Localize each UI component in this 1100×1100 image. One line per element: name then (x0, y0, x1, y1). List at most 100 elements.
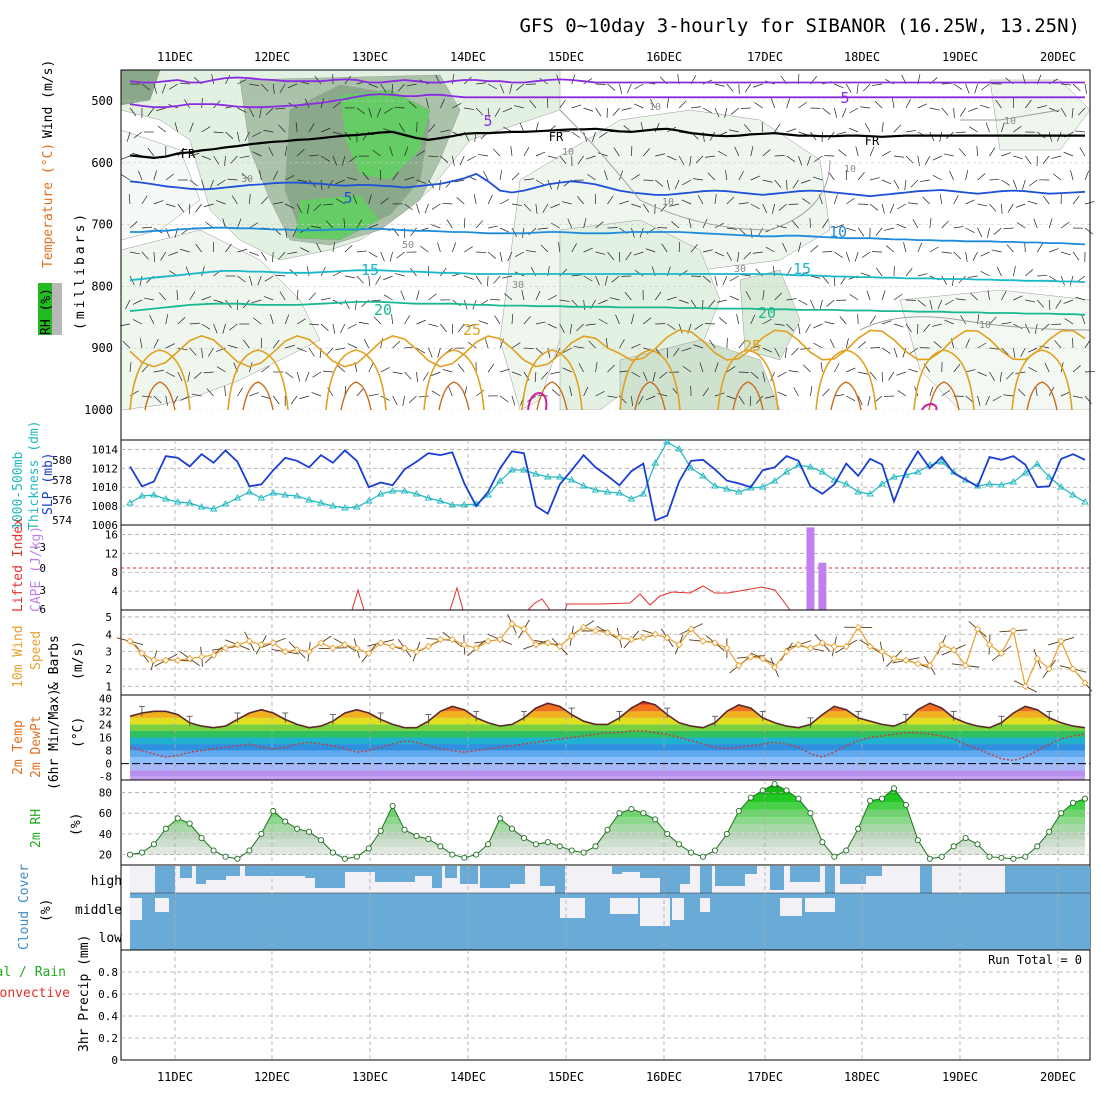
wind-barb (836, 131, 847, 135)
wind-tick: 1 (105, 680, 112, 693)
li-tick: 3 (39, 584, 46, 597)
wind-barb (380, 338, 383, 349)
wind-barb (881, 290, 886, 301)
wind-barb (177, 371, 183, 382)
wind-barb (583, 218, 587, 229)
wind-barb (717, 299, 727, 303)
wind-barb (132, 299, 143, 305)
thickness-point (293, 492, 301, 499)
wind-barb (216, 366, 226, 373)
wind-units-label: (m/s) (71, 641, 86, 680)
wind-barb (1084, 83, 1088, 94)
date-label: 17DEC (747, 1070, 783, 1084)
wind-barb (631, 145, 633, 157)
wind-barb (121, 174, 131, 181)
wind-barb (249, 251, 259, 256)
rh-point (341, 855, 348, 862)
wind-barb (854, 251, 859, 262)
wind-barb (1015, 203, 1026, 208)
rh2m-panel: 20 40 60 80 2m RH (%) (29, 779, 1091, 866)
wind-barb (726, 395, 737, 400)
rh-point (389, 802, 396, 809)
wind-barb (595, 390, 605, 397)
wind-barb (929, 246, 939, 253)
wind-barb (334, 347, 345, 351)
wind-barb (332, 323, 336, 334)
wind-barb (224, 386, 226, 397)
cloud-gap (700, 898, 710, 912)
wind-barb (968, 107, 978, 112)
wind-barb (1072, 337, 1074, 349)
precip-plot: 0 0.2 0.4 0.6 0.8 (98, 950, 1090, 1067)
isotherm-label: 5 (483, 112, 492, 130)
isotherm-label: 5 (840, 89, 849, 107)
thickness-point (711, 482, 719, 489)
wind-barb (798, 242, 802, 253)
wind-barb (195, 203, 202, 213)
wind-barb (249, 83, 260, 87)
wind-barb (654, 122, 660, 133)
wind-barb (571, 131, 581, 139)
wind-barb (1081, 314, 1086, 325)
wind-speed-point (699, 637, 707, 645)
wind-barb (977, 371, 987, 377)
thickness-tick: 574 (52, 514, 72, 527)
wind-speed-point (639, 634, 647, 642)
wind-barb (380, 83, 387, 93)
date-label: 12DEC (254, 1070, 290, 1084)
wind-barb (284, 371, 294, 379)
cloud-units-label: (%) (39, 899, 54, 922)
rh-point (317, 837, 325, 844)
wind-barb (499, 395, 509, 403)
wind-barb (404, 146, 409, 157)
warm-contour (732, 381, 764, 411)
isotherm--5 (129, 93, 1085, 109)
wind-barb (1034, 323, 1038, 334)
wind-barb (201, 266, 205, 277)
wind-speed-point (400, 644, 409, 652)
wind-tick: 5 (105, 611, 112, 624)
li-tick: 6 (39, 603, 46, 616)
rh-point (699, 853, 707, 860)
wind-barb (347, 177, 357, 181)
thickness-point (544, 473, 552, 480)
thickness-point (723, 485, 731, 492)
rh-point (604, 826, 611, 833)
thickness-point (436, 497, 445, 504)
wind-barb (932, 174, 942, 181)
wind-barb (619, 83, 623, 94)
rh-point (150, 841, 157, 848)
wind-barb (325, 220, 334, 229)
wind-speed-point (1069, 665, 1077, 673)
rh-point (592, 843, 599, 850)
wind-barb (1079, 147, 1086, 157)
wind-barb (141, 395, 152, 398)
thickness-point (150, 491, 158, 498)
wind-barb (965, 199, 975, 205)
wind-barb (714, 83, 725, 87)
wind-barb (316, 242, 322, 253)
thickness-point (818, 468, 827, 475)
wind-barb (800, 179, 811, 184)
rh-point (938, 853, 945, 860)
rh-point (843, 847, 850, 854)
wind-barb (583, 275, 593, 282)
rh-point (771, 781, 778, 788)
wind-barb (189, 179, 198, 187)
cloud-high-block (315, 866, 345, 888)
wind-barb (1013, 125, 1022, 133)
rh-point (628, 805, 635, 813)
dewpt-label: 2m DewPt (29, 715, 44, 778)
thickness-point (579, 482, 588, 489)
wind-barb (1063, 151, 1074, 157)
wind-barb (237, 79, 247, 85)
wind-barb (972, 251, 978, 261)
wind-speed-point (985, 641, 994, 649)
temp-tick: 24 (99, 718, 113, 731)
wind-barb (529, 100, 537, 109)
thickness-point (353, 503, 361, 510)
wind-barb (774, 323, 785, 326)
wind-barb (1037, 274, 1048, 277)
wind-barb (611, 275, 620, 283)
wind-barb (297, 179, 308, 183)
